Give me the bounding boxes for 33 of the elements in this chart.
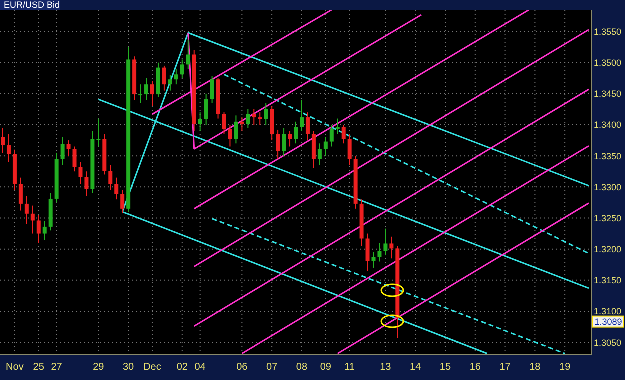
x-tick-label: 25 — [33, 362, 45, 374]
x-tick-label: Nov — [6, 362, 24, 374]
y-tick-label: 1.3500 — [594, 58, 622, 68]
x-tick-label: 14 — [410, 362, 422, 374]
y-tick-label: 1.3350 — [594, 151, 622, 162]
x-tick-label: 16 — [470, 362, 482, 374]
x-tick-label: 08 — [296, 362, 308, 374]
x-tick-label: 11 — [344, 362, 356, 374]
x-tick-label: 09 — [320, 362, 332, 374]
y-tick-label: 1.3100 — [594, 306, 622, 317]
text: 1.3089 — [594, 316, 622, 327]
y-tick-label: 1.3300 — [594, 182, 622, 192]
x-tick-label: 27 — [51, 362, 63, 374]
y-tick-label: 1.3250 — [594, 213, 622, 224]
y-tick-label: 1.3050 — [594, 338, 622, 348]
y-tick-label: 1.3200 — [594, 244, 622, 255]
x-tick-label: 29 — [93, 362, 105, 374]
x-tick-label: 02 — [176, 362, 188, 374]
chart-title: EUR/USD Bid — [0, 0, 60, 10]
y-tick-label: 1.3150 — [594, 276, 622, 286]
y-tick-label: 1.3550 — [594, 26, 622, 37]
x-tick-label: Dec — [144, 362, 162, 374]
x-tick-label: 07 — [266, 362, 278, 374]
x-tick-label: 17 — [500, 362, 512, 374]
x-tick-label: 30 — [123, 362, 135, 374]
x-tick-label: 18 — [530, 362, 542, 374]
y-tick-label: 1.3400 — [594, 120, 622, 130]
y-tick-label: 1.3450 — [594, 89, 622, 100]
x-tick-label: 06 — [236, 362, 248, 374]
x-tick-label: 04 — [194, 362, 206, 374]
x-tick-label: 13 — [380, 362, 392, 374]
x-tick-label: 15 — [440, 362, 452, 374]
x-tick-label: 19 — [560, 362, 572, 374]
